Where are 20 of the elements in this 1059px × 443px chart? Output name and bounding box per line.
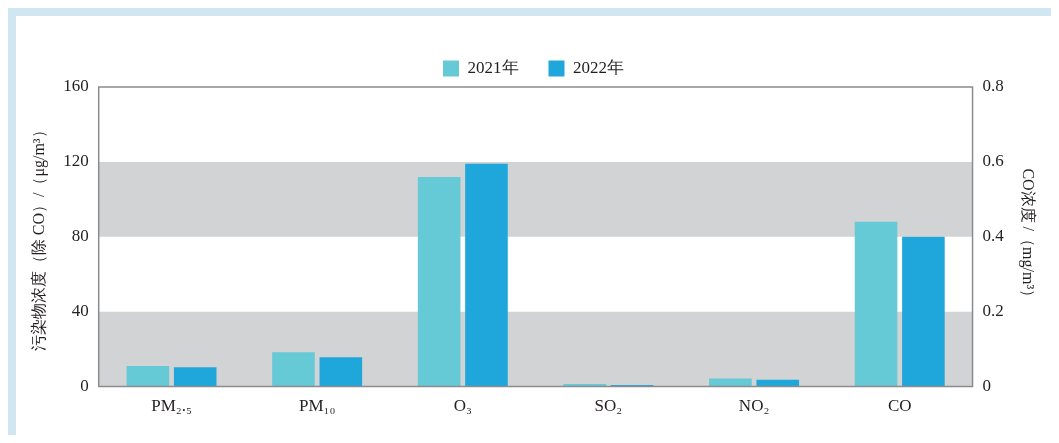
- x-tick-label: NO₂: [738, 396, 770, 416]
- x-tick-label: PM₂.₅: [151, 396, 192, 416]
- x-tick-label: CO: [887, 396, 912, 416]
- x-tick-label: O₃: [453, 396, 472, 416]
- y2-tick-label: 0.4: [982, 226, 1005, 246]
- x-tick-label: PM₁₀: [298, 396, 336, 416]
- y-tick-label: 0: [80, 376, 89, 396]
- y2-tick-label: 0: [982, 376, 992, 396]
- y-axis-title: 污染物浓度（除 CO）/（μg/m³）: [29, 122, 48, 352]
- y-tick-label: 40: [71, 301, 89, 321]
- y-tick-label: 80: [71, 226, 89, 246]
- y-tick-label: 160: [63, 76, 89, 96]
- y2-axis-title: CO浓度 /（mg/m³）: [1019, 168, 1038, 306]
- legend-label: 2021年: [467, 57, 519, 77]
- y2-tick-label: 0.6: [982, 151, 1004, 171]
- y-tick-label: 120: [63, 151, 89, 171]
- legend-label: 2022年: [573, 57, 624, 77]
- y2-tick-label: 0.8: [982, 76, 1004, 96]
- x-tick-label: SO₂: [594, 396, 623, 416]
- y2-tick-label: 0.2: [982, 301, 1004, 321]
